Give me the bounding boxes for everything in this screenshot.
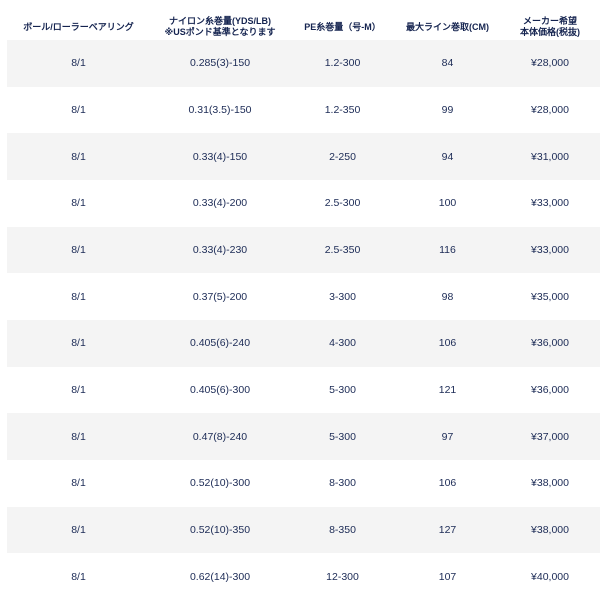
table-cell: 98 <box>441 290 454 303</box>
table-cell: ¥38,000 <box>500 506 600 554</box>
table-cell: 0.285(3)-150 <box>150 40 290 87</box>
table-row: 8/1 0.37(5)-200 3-300 98 ¥35,000 <box>7 273 600 320</box>
table-cell: ¥38,000 <box>531 477 569 490</box>
table-cell: ¥36,000 <box>531 383 569 396</box>
table-row: 8/1 0.33(4)-200 2.5-300 100 ¥33,000 <box>7 180 600 227</box>
table-cell: 1.2-300 <box>290 40 395 87</box>
table-cell: 8/1 <box>71 477 86 490</box>
table-cell: ¥35,000 <box>531 290 569 303</box>
table-cell: 106 <box>438 477 457 490</box>
header-line: PE糸巻量（号-M） <box>304 21 381 32</box>
table-cell: 12-300 <box>326 570 359 583</box>
table-cell: 5-300 <box>290 413 395 460</box>
table-cell: ¥31,000 <box>500 133 600 180</box>
table-cell: 8/1 <box>7 319 150 367</box>
table-cell: 0.31(3.5)-150 <box>188 103 252 116</box>
table-cell: 0.33(4)-150 <box>150 133 290 180</box>
table-cell: 0.33(4)-200 <box>192 197 248 210</box>
table-cell: 8/1 <box>71 570 86 583</box>
table-row: 8/1 0.33(4)-150 2-250 94 ¥31,000 <box>7 133 600 180</box>
table-row: 8/1 0.405(6)-300 5-300 121 ¥36,000 <box>7 367 600 414</box>
column-header: 最大ライン巻取(CM) <box>395 14 500 40</box>
header-row: ボール/ローラーベアリング ナイロン糸巻量(YDS/LB) ※USポンド基準となりま… <box>7 14 600 40</box>
table-cell: 106 <box>395 319 500 367</box>
table-cell: 0.52(10)-350 <box>150 506 290 554</box>
table-cell: 4-300 <box>290 319 395 367</box>
table-cell: 0.52(10)-300 <box>189 477 251 490</box>
header-line: 最大ライン巻取(CM) <box>406 21 489 32</box>
header-line: 本体価格(税抜) <box>520 27 580 37</box>
table-cell: 127 <box>395 506 500 554</box>
table-row: 8/1 0.405(6)-240 4-300 106 ¥36,000 <box>7 319 600 367</box>
header-line: ※USポンド基準となります <box>164 27 276 37</box>
table-cell: 97 <box>395 413 500 460</box>
table-cell: ¥28,000 <box>531 103 569 116</box>
spec-table: ボール/ローラーベアリング ナイロン糸巻量(YDS/LB) ※USポンド基準となりま… <box>7 14 600 600</box>
table-cell: 1.2-350 <box>324 103 361 116</box>
table-cell: 0.62(14)-300 <box>189 570 251 583</box>
table-cell: 2.5-350 <box>290 226 395 274</box>
table-cell: ¥33,000 <box>531 197 569 210</box>
table-cell: 0.33(4)-230 <box>150 226 290 274</box>
table-cell: 8-300 <box>329 477 356 490</box>
table-row: 8/1 0.285(3)-150 1.2-300 84 ¥28,000 <box>7 40 600 87</box>
table-cell: 2-250 <box>290 133 395 180</box>
table-row: 8/1 0.33(4)-230 2.5-350 116 ¥33,000 <box>7 226 600 274</box>
table-cell: 0.405(6)-300 <box>189 383 251 396</box>
table-cell: 5-300 <box>329 383 356 396</box>
table-cell: 84 <box>395 40 500 87</box>
column-header: PE糸巻量（号-M） <box>290 14 395 40</box>
table-cell: 8/1 <box>7 226 150 274</box>
table-cell: 100 <box>438 197 457 210</box>
column-header: ボール/ローラーベアリング <box>7 14 150 40</box>
header-line: ボール/ローラーベアリング <box>23 21 134 32</box>
table-cell: ¥33,000 <box>500 226 600 274</box>
table-cell: 121 <box>438 383 457 396</box>
table-row: 8/1 0.52(10)-300 8-300 106 ¥38,000 <box>7 460 600 507</box>
table-cell: ¥28,000 <box>500 40 600 87</box>
table-cell: 0.405(6)-240 <box>150 319 290 367</box>
table-cell: 3-300 <box>329 290 356 303</box>
table-cell: 99 <box>441 103 454 116</box>
table-cell: 2.5-300 <box>324 197 361 210</box>
table-row: 8/1 0.52(10)-350 8-350 127 ¥38,000 <box>7 506 600 554</box>
table-cell: 8/1 <box>71 383 86 396</box>
table-cell: 8-350 <box>290 506 395 554</box>
table-cell: 8/1 <box>7 506 150 554</box>
table-row: 8/1 0.31(3.5)-150 1.2-350 99 ¥28,000 <box>7 87 600 134</box>
table-cell: 8/1 <box>7 133 150 180</box>
table-cell: 8/1 <box>71 103 86 116</box>
table-cell: 8/1 <box>7 40 150 87</box>
header-line: ナイロン糸巻量(YDS/LB) <box>169 16 271 26</box>
table-cell: 0.47(8)-240 <box>150 413 290 460</box>
table-cell: 8/1 <box>71 290 86 303</box>
table-cell: 94 <box>395 133 500 180</box>
table-row: 8/1 0.62(14)-300 12-300 107 ¥40,000 <box>7 553 600 600</box>
column-header: ナイロン糸巻量(YDS/LB) ※USポンド基準となります <box>150 14 290 40</box>
table-cell: 0.37(5)-200 <box>192 290 248 303</box>
table-cell: 116 <box>395 226 500 274</box>
column-header: メーカー希望 本体価格(税抜) <box>500 14 600 40</box>
header-line: メーカー希望 <box>522 16 577 26</box>
table-cell: ¥40,000 <box>531 570 569 583</box>
table-cell: ¥37,000 <box>500 413 600 460</box>
table-cell: 8/1 <box>7 413 150 460</box>
table-cell: ¥36,000 <box>500 319 600 367</box>
table-cell: 107 <box>438 570 457 583</box>
table-row: 8/1 0.47(8)-240 5-300 97 ¥37,000 <box>7 413 600 460</box>
table-cell: 8/1 <box>71 197 86 210</box>
